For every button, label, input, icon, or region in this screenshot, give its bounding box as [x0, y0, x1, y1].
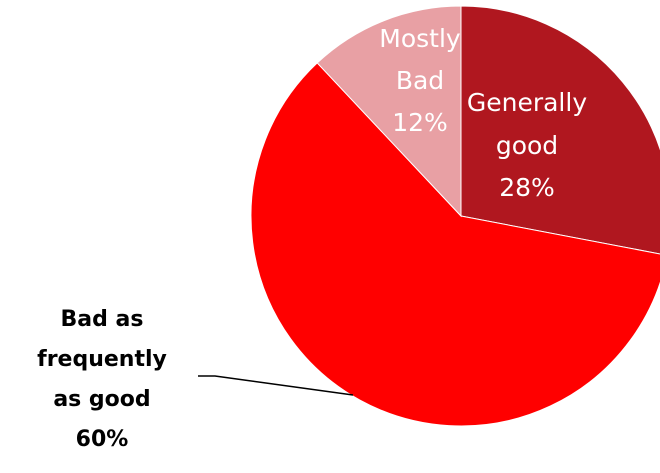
pie-slice-bad-as-frequently-as-good — [250, 62, 660, 427]
pie-slices — [250, 5, 660, 427]
slice-label-generally-good: Generally good 28% — [467, 88, 587, 202]
pie-slice-mostly-bad — [316, 5, 462, 218]
slice-label-bad-as-frequently-as-good: Bad as frequently as good 60% — [37, 307, 167, 452]
slice-label-mostly-bad: Mostly Bad 12% — [379, 24, 461, 137]
leader-line — [198, 375, 354, 396]
pie-slice-generally-good — [460, 5, 660, 255]
